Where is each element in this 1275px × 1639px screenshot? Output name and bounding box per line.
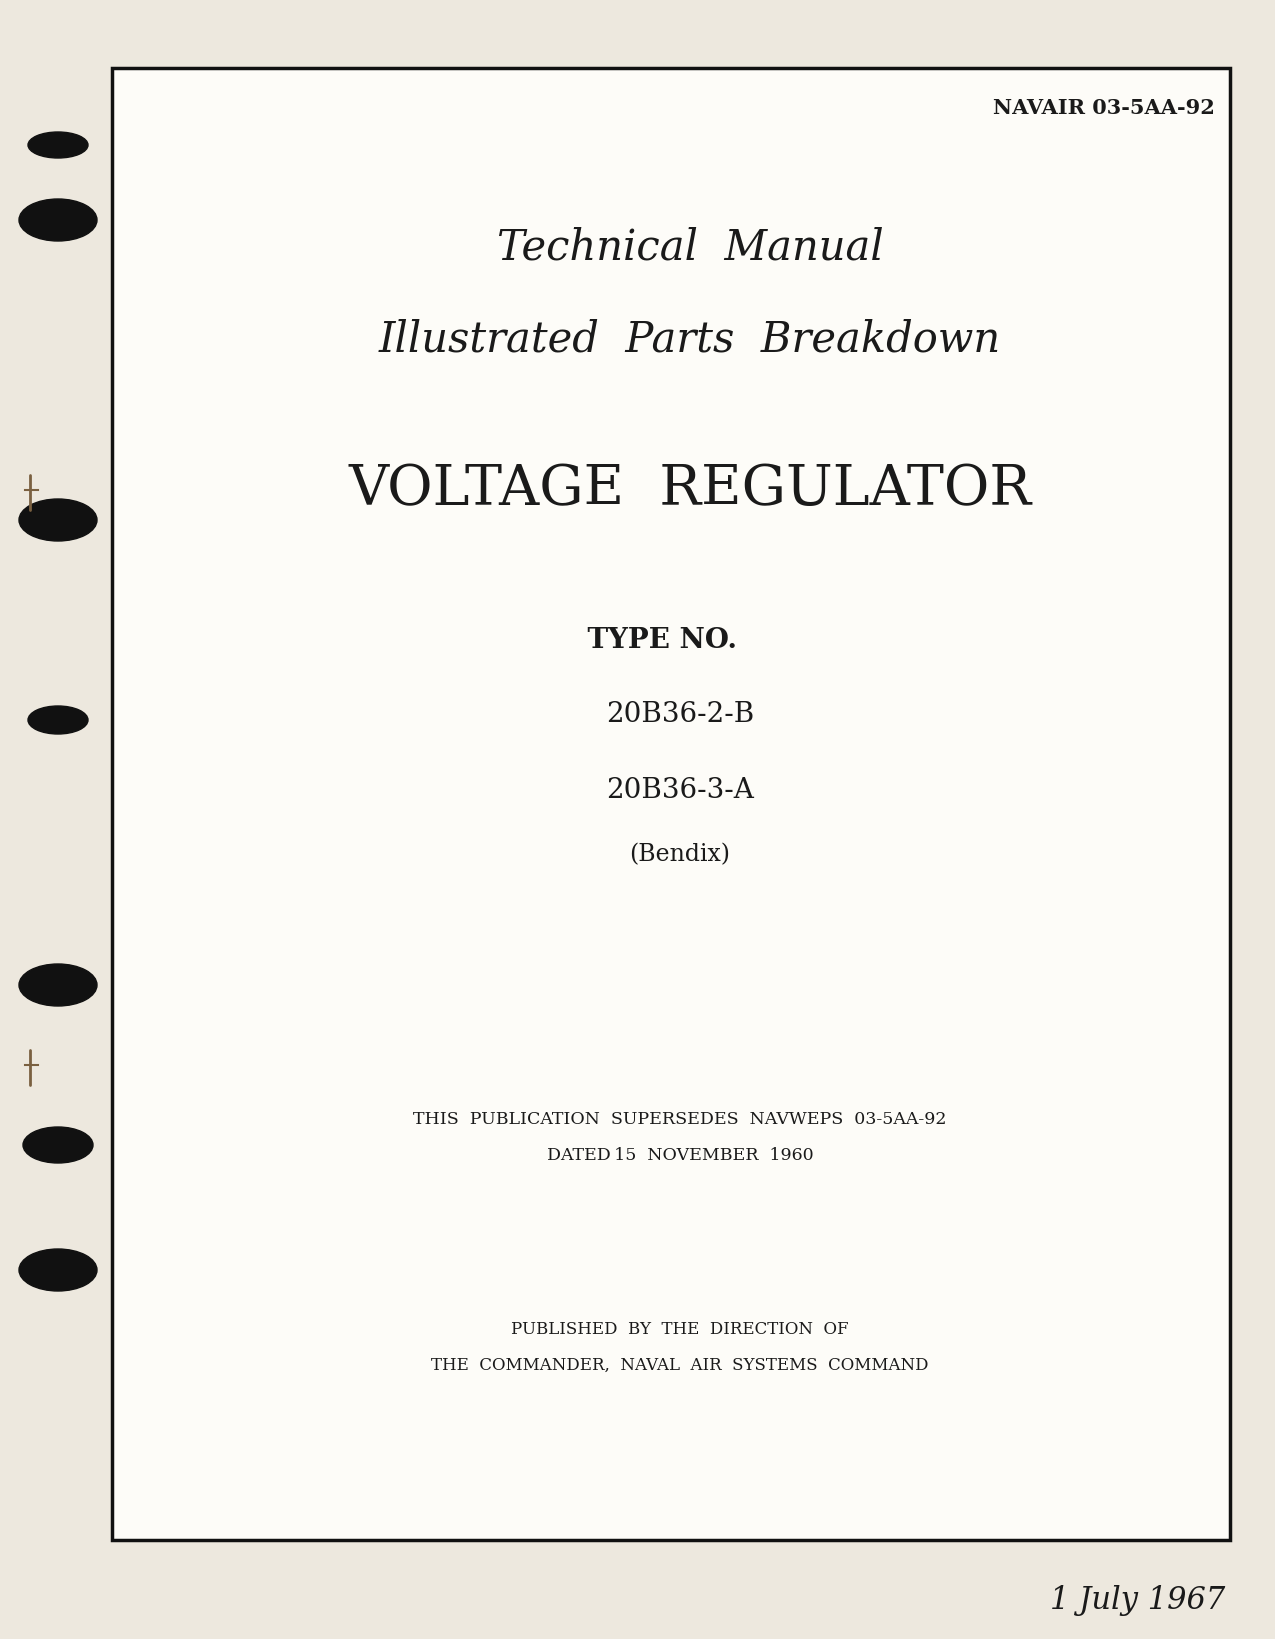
Text: VOLTAGE  REGULATOR: VOLTAGE REGULATOR [348, 462, 1031, 518]
Text: PUBLISHED  BY  THE  DIRECTION  OF: PUBLISHED BY THE DIRECTION OF [511, 1321, 849, 1339]
Ellipse shape [19, 964, 97, 1006]
Text: TYPE NO.: TYPE NO. [583, 626, 737, 654]
Text: NAVAIR 03-5AA-92: NAVAIR 03-5AA-92 [993, 98, 1215, 118]
Text: 1 July 1967: 1 July 1967 [1049, 1585, 1225, 1616]
Ellipse shape [19, 198, 97, 241]
Text: 20B36-3-A: 20B36-3-A [606, 777, 754, 803]
Text: 20B36-2-B: 20B36-2-B [606, 701, 754, 728]
Text: THIS  PUBLICATION  SUPERSEDES  NAVWEPS  03-5AA-92: THIS PUBLICATION SUPERSEDES NAVWEPS 03-5… [413, 1111, 947, 1129]
Text: Technical  Manual: Technical Manual [497, 226, 884, 269]
Text: Illustrated  Parts  Breakdown: Illustrated Parts Breakdown [379, 320, 1001, 361]
Ellipse shape [28, 706, 88, 734]
Ellipse shape [28, 133, 88, 157]
Ellipse shape [23, 1128, 93, 1164]
Text: THE  COMMANDER,  NAVAL  AIR  SYSTEMS  COMMAND: THE COMMANDER, NAVAL AIR SYSTEMS COMMAND [431, 1357, 928, 1373]
Bar [112, 67, 1230, 1541]
Text: (Bendix): (Bendix) [630, 844, 731, 867]
Text: DATED 15  NOVEMBER  1960: DATED 15 NOVEMBER 1960 [547, 1147, 813, 1164]
Ellipse shape [19, 498, 97, 541]
Ellipse shape [19, 1249, 97, 1292]
